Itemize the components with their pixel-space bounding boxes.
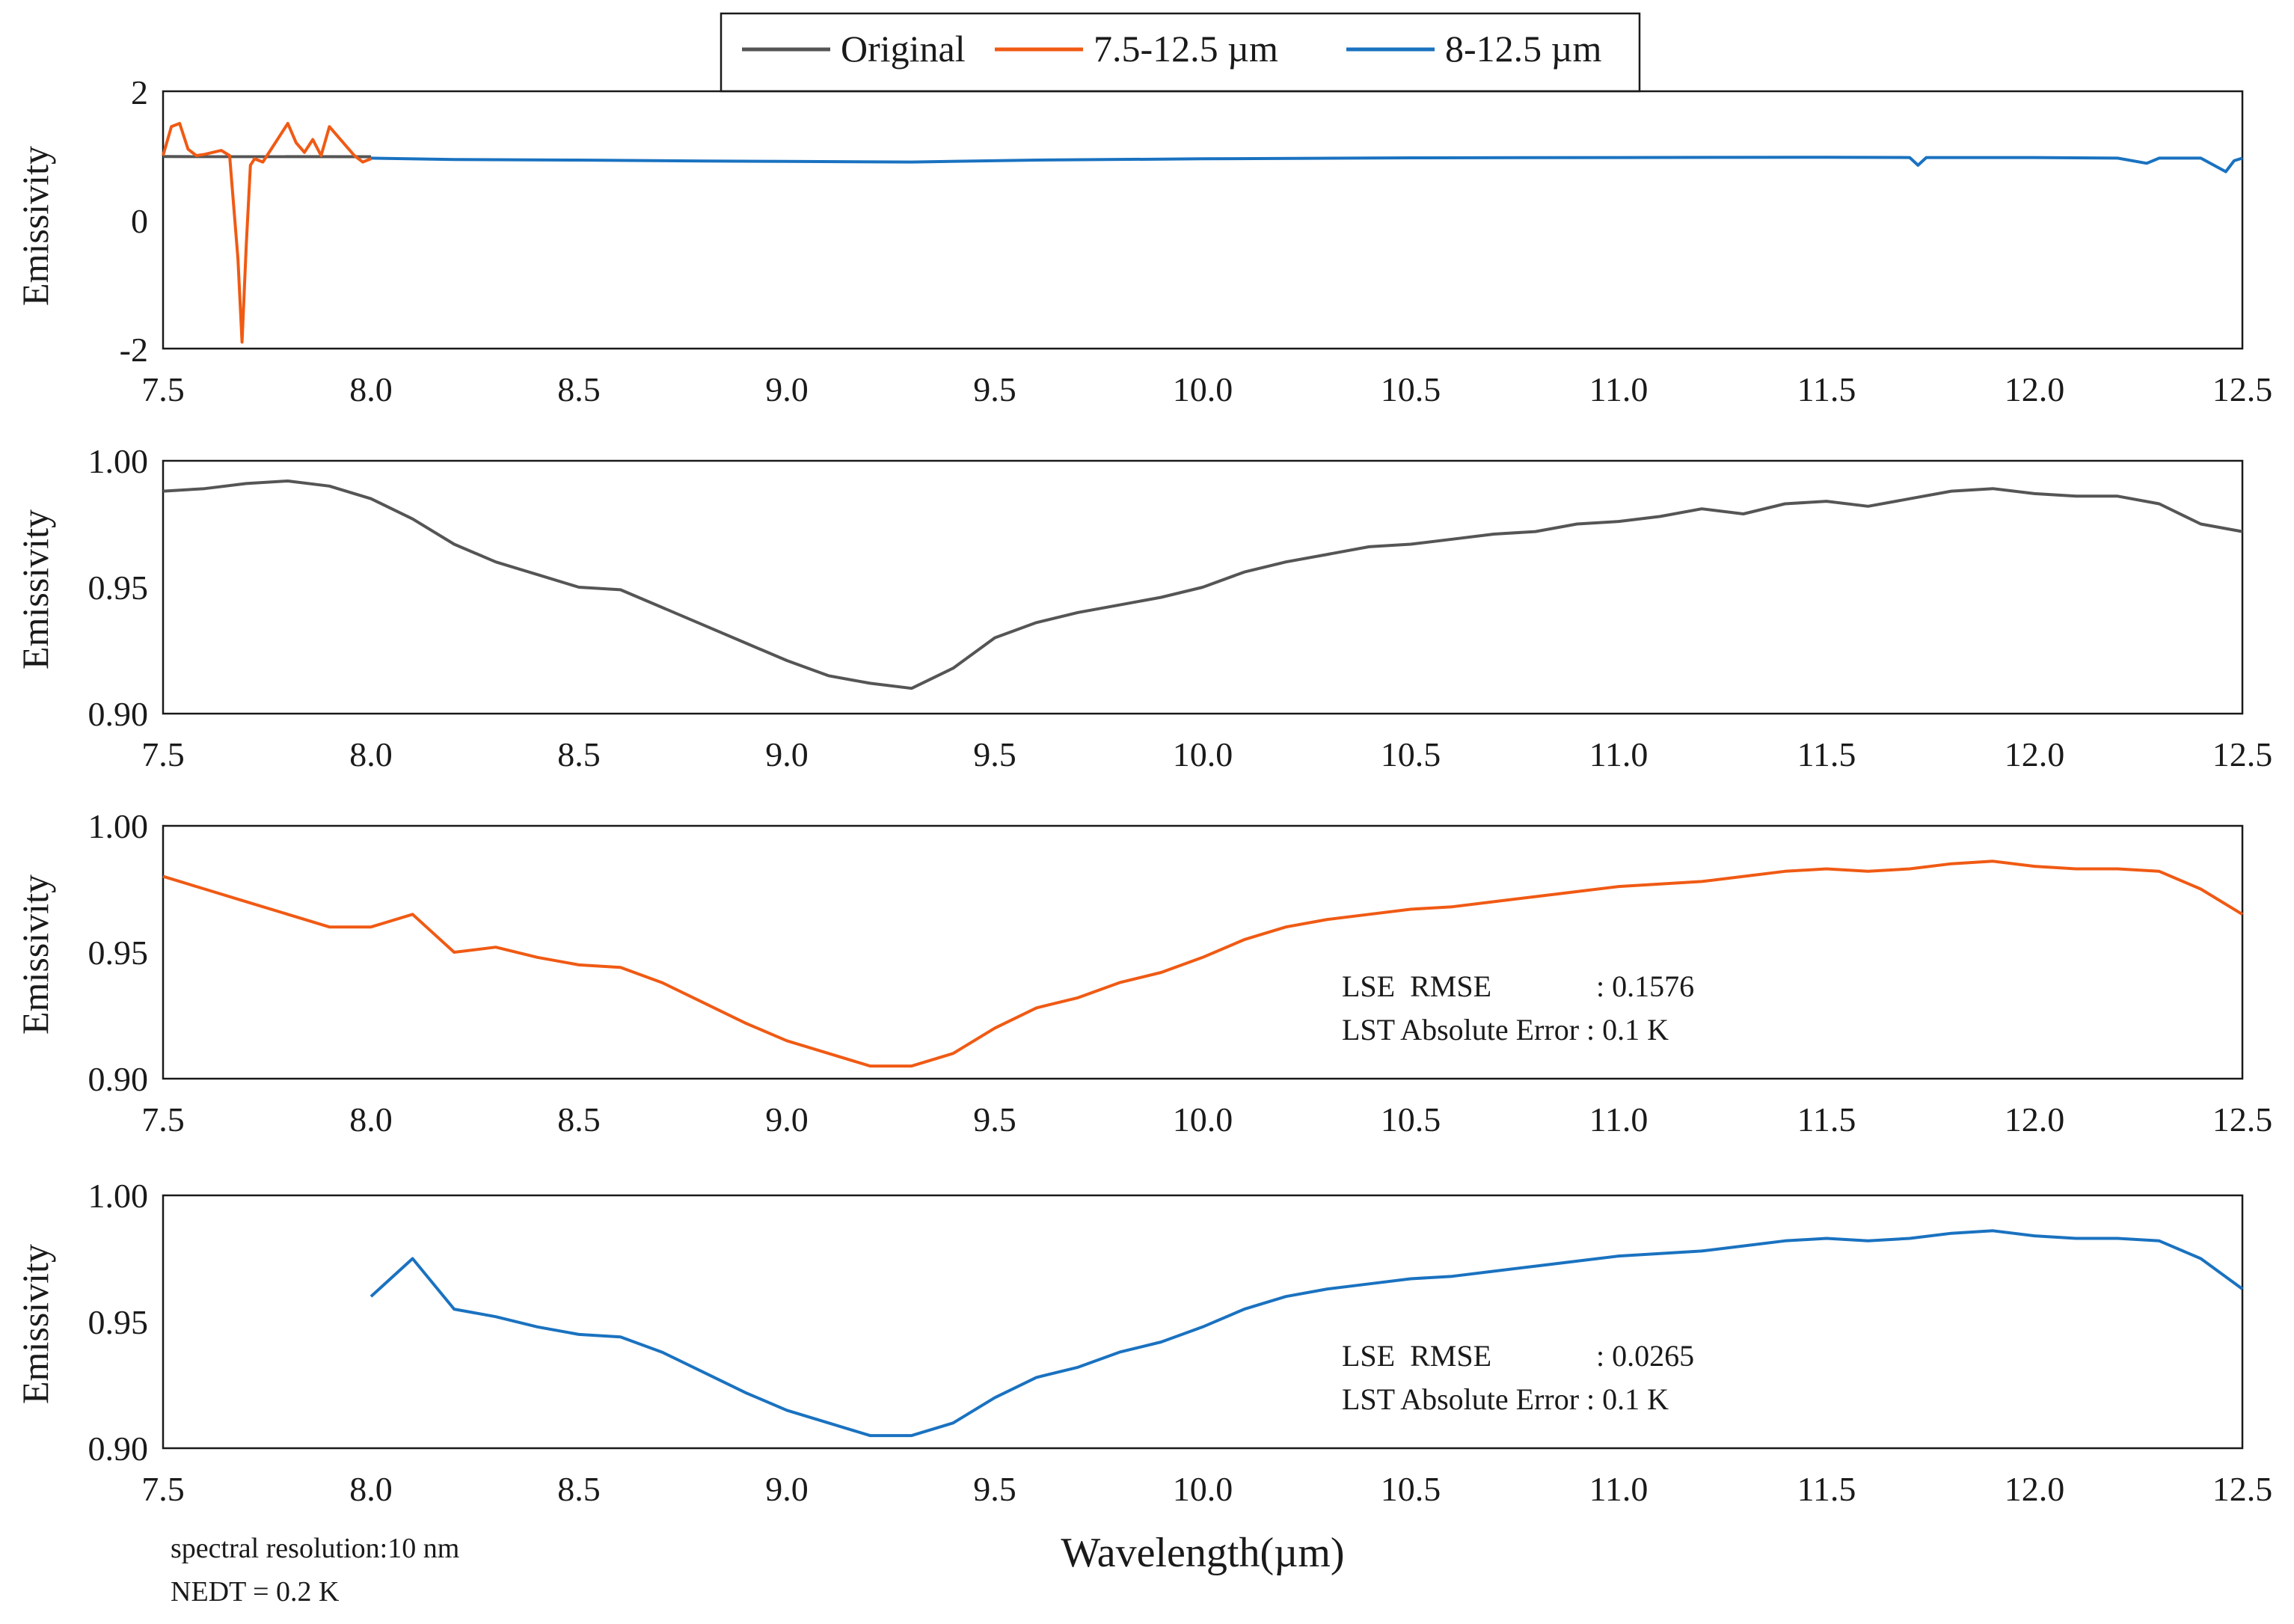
panel-1-xtick-label: 8.0: [349, 370, 393, 408]
series-line-8-12-5-m: [370, 156, 2243, 174]
panel-3-xtick-label: 7.5: [141, 1100, 185, 1139]
series-line-7-5-12-5-m: [162, 122, 372, 344]
panel-4-series: [369, 1229, 2244, 1438]
panel-3-lst-error-annotation: LST Absolute Error : 0.1 K: [1342, 1013, 1669, 1047]
panel-1-ytick-label: 0: [131, 202, 148, 240]
panel-4-rmse-annotation: LSE RMSE : 0.0265: [1342, 1339, 1694, 1373]
legend-label-blue: 8-12.5 µm: [1445, 28, 1601, 70]
panel-1-ylabel: Emissivity: [14, 146, 56, 306]
panel-4-xtick-label: 9.5: [973, 1470, 1016, 1508]
legend-label-orange: 7.5-12.5 µm: [1094, 28, 1278, 70]
panel-1-xtick-label: 12.5: [2212, 370, 2273, 408]
panel-2-series: [162, 479, 2243, 690]
panel-3-xticks: 7.5 8.0 8.5 9.0 9.5 10.0 10.5 11.0 11.5 …: [141, 1100, 2272, 1139]
panel-3-series: [162, 860, 2244, 1068]
panel-1-xtick-label: 12.0: [2005, 370, 2065, 408]
panel-2-xtick-label: 8.5: [557, 735, 601, 773]
panel-2-xtick-label: 8.0: [349, 735, 393, 773]
nedt-note: NEDT = 0.2 K: [171, 1576, 340, 1608]
panel-4-frame: [162, 1194, 2244, 1450]
panel-2-xticks: 7.5 8.0 8.5 9.0 9.5 10.0 10.5 11.0 11.5 …: [141, 735, 2272, 773]
series-line-8-12-5-m: [369, 1229, 2244, 1438]
series-line-original: [162, 479, 2243, 690]
panel-4-ylabel: Emissivity: [14, 1244, 56, 1404]
panel-4-xtick-label: 8.5: [557, 1470, 601, 1508]
series-line-7-5-12-5-m: [162, 860, 2244, 1068]
panel-4-xtick-label: 7.5: [141, 1470, 185, 1508]
panel-1-xtick-label: 8.5: [557, 370, 601, 408]
panel-3-xtick-label: 10.5: [1381, 1100, 1441, 1139]
panel-4-xtick-label: 9.0: [765, 1470, 809, 1508]
panel-1-xtick-label: 10.5: [1381, 370, 1441, 408]
panel-3-xtick-label: 12.0: [2005, 1100, 2065, 1139]
panel-1-ytick-label: -2: [120, 331, 148, 369]
panel-4-xtick-label: 12.0: [2005, 1470, 2065, 1508]
legend: Original 7.5-12.5 µm 8-12.5 µm: [720, 12, 1641, 93]
panel-3-xtick-label: 10.0: [1173, 1100, 1233, 1139]
panel-2-xtick-label: 12.5: [2212, 735, 2273, 773]
panel-4-xtick-label: 11.5: [1797, 1470, 1856, 1508]
panel-1-series: [162, 122, 2243, 344]
spectral-resolution-note: spectral resolution:10 nm: [171, 1533, 459, 1564]
panel-2-xtick-label: 10.5: [1381, 735, 1441, 773]
panel-2-ytick-label: 0.90: [88, 695, 149, 733]
panel-1-ytick-label: 2: [131, 73, 148, 111]
panel-4-ytick-label: 0.95: [88, 1303, 149, 1341]
panel-3-ylabel: Emissivity: [14, 874, 56, 1035]
panel-2-xtick-label: 11.0: [1589, 735, 1649, 773]
panel-4-xtick-label: 10.0: [1173, 1470, 1233, 1508]
panel-4-xtick-label: 11.0: [1589, 1470, 1649, 1508]
panel-2-xtick-label: 9.5: [973, 735, 1016, 773]
panel-2-ytick-label: 0.95: [88, 569, 149, 607]
panel-4-xtick-label: 8.0: [349, 1470, 393, 1508]
panel-3: Emissivity 1.00 0.95 0.90 7.5 8.0 8.5 9.…: [14, 807, 2272, 1139]
panel-1-xtick-label: 11.5: [1797, 370, 1856, 408]
panel-3-ytick-label: 0.95: [88, 934, 149, 972]
panel-1-frame: [162, 90, 2244, 350]
legend-box: [720, 12, 1641, 93]
panel-2-xtick-label: 12.0: [2005, 735, 2065, 773]
panel-3-ytick-label: 1.00: [88, 807, 149, 845]
panel-1-xtick-label: 10.0: [1173, 370, 1233, 408]
panel-2-ytick-label: 1.00: [88, 442, 149, 480]
panel-4: Emissivity 1.00 0.95 0.90 7.5 8.0 8.5 9.…: [14, 1177, 2272, 1508]
panel-4-ytick-label: 1.00: [88, 1177, 149, 1215]
panel-4-ytick-label: 0.90: [88, 1430, 149, 1468]
panel-3-xtick-label: 9.5: [973, 1100, 1016, 1139]
panel-2-ylabel: Emissivity: [14, 509, 56, 669]
panel-1-xtick-label: 7.5: [141, 370, 185, 408]
panel-2-xtick-label: 11.5: [1797, 735, 1856, 773]
panel-2-xtick-label: 10.0: [1173, 735, 1233, 773]
panel-4-xtick-label: 10.5: [1381, 1470, 1441, 1508]
x-axis-label: Wavelength(µm): [1061, 1530, 1344, 1576]
panel-3-xtick-label: 12.5: [2212, 1100, 2273, 1139]
panel-4-xticks: 7.5 8.0 8.5 9.0 9.5 10.0 10.5 11.0 11.5 …: [141, 1470, 2272, 1508]
panel-1-xtick-label: 11.0: [1589, 370, 1649, 408]
panel-3-xtick-label: 9.0: [765, 1100, 809, 1139]
panel-4-lst-error-annotation: LST Absolute Error : 0.1 K: [1342, 1382, 1669, 1416]
panel-2-xtick-label: 9.0: [765, 735, 809, 773]
panel-3-xtick-label: 8.0: [349, 1100, 393, 1139]
panel-1-xtick-label: 9.0: [765, 370, 809, 408]
panel-3-rmse-annotation: LSE RMSE : 0.1576: [1342, 969, 1694, 1003]
panel-2-xtick-label: 7.5: [141, 735, 185, 773]
panel-3-xtick-label: 11.5: [1797, 1100, 1856, 1139]
panel-3-xtick-label: 11.0: [1589, 1100, 1649, 1139]
legend-label-original: Original: [841, 28, 966, 70]
panel-1-xtick-label: 9.5: [973, 370, 1016, 408]
panel-3-xtick-label: 8.5: [557, 1100, 601, 1139]
panel-1: Emissivity 2 0 -2 7.5 8.0 8.5 9.0 9.5 10…: [14, 73, 2272, 408]
panel-2-frame: [162, 459, 2244, 715]
panel-3-ytick-label: 0.90: [88, 1060, 149, 1098]
panel-1-xticks: 7.5 8.0 8.5 9.0 9.5 10.0 10.5 11.0 11.5 …: [141, 370, 2272, 408]
panel-2: Emissivity 1.00 0.95 0.90 7.5 8.0 8.5 9.…: [14, 442, 2272, 773]
panel-4-xtick-label: 12.5: [2212, 1470, 2273, 1508]
panel-3-frame: [162, 824, 2244, 1080]
